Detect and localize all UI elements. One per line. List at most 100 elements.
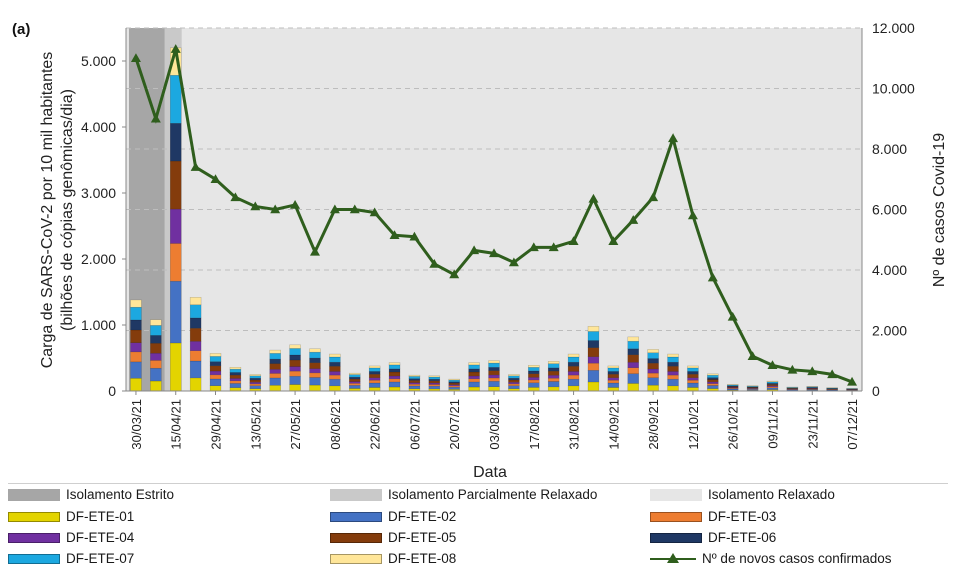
bar-segment-df-ete-01 [667,385,679,392]
bar-stack [368,365,381,392]
bar-segment-df-ete-08 [468,362,480,366]
bar-segment-df-ete-02 [508,385,520,389]
cases-marker [787,364,798,374]
bar-stack [428,375,441,392]
bar-stack [408,374,421,392]
bar-segment-df-ete-03 [766,386,779,389]
bar-segment-df-ete-03 [647,372,659,378]
legend-label: DF-ETE-04 [66,530,135,545]
bar-segment-df-ete-08 [448,378,460,381]
y-axis-right-label: Nº de casos Covid-19 [931,133,948,287]
bar-segment-df-ete-07 [687,367,699,372]
bar-segment-df-ete-02 [607,382,620,388]
bar-segment-df-ete-08 [309,348,321,353]
x-axis-label: Data [473,464,507,481]
bar-segment-df-ete-03 [607,379,620,384]
bar-segment-df-ete-06 [229,372,242,376]
legend-item-df-ete-04: DF-ETE-04 [8,530,134,545]
bar-segment-df-ete-01 [170,342,182,392]
bar-segment-df-ete-03 [329,374,341,380]
y-tick-label-left: 5.000 [81,53,116,69]
bar-segment-df-ete-07 [547,363,560,369]
bar-segment-df-ete-02 [209,378,222,386]
y-tick-label-right: 6.000 [872,202,907,218]
bar-segment-df-ete-06 [567,361,580,367]
y-axis-left-label-line2: (bilhões de cópias genômicas/dia) [59,89,76,331]
y-tick-label-left: 1.000 [81,317,116,333]
cases-marker [130,53,141,62]
bar-stack [189,297,202,392]
bar-segment-df-ete-08 [726,384,739,386]
bar-segment-df-ete-02 [528,382,540,388]
cases-marker [409,231,420,241]
x-tick-label: 17/08/21 [527,399,542,450]
bar-segment-df-ete-01 [587,381,600,392]
cases-marker [170,44,181,53]
bar-segment-df-ete-08 [189,297,202,306]
bar-segment-df-ete-05 [647,362,659,370]
bar-stack [766,380,779,392]
bar-segment-df-ete-07 [309,351,321,359]
bar-segment-df-ete-05 [488,370,500,376]
legend-item-isolamento-estrito: Isolamento Estrito [8,487,174,502]
bar-segment-df-ete-07 [528,367,540,372]
bar-segment-df-ete-08 [249,374,262,377]
bar-segment-df-ete-01 [368,387,381,392]
legend-item-df-ete-01: DF-ETE-01 [8,509,134,524]
bar-segment-df-ete-01 [687,387,699,392]
bar-stack [627,336,639,392]
bar-segment-df-ete-08 [130,299,142,308]
bar-segment-df-ete-05 [607,373,620,378]
bar-stack [289,344,301,392]
y-tick-label-left: 2.000 [81,251,116,267]
bar-stack [528,365,540,392]
legend-item-df-ete-08: DF-ETE-08 [330,551,456,566]
bar-segment-df-ete-04 [130,342,142,353]
bar-segment-df-ete-03 [528,379,540,384]
bar-segment-df-ete-05 [388,371,401,377]
bar-segment-df-ete-04 [667,371,679,376]
bar-segment-df-ete-03 [428,384,441,387]
cases-marker [429,258,440,268]
cases-marker [309,246,320,256]
bar-segment-df-ete-08 [349,372,361,375]
cases-marker [648,192,659,202]
bar-segment-df-ete-05 [229,374,242,379]
bar-segment-df-ete-02 [587,370,600,383]
bar-segment-df-ete-07 [150,325,162,336]
bar-segment-df-ete-01 [388,386,401,392]
bar-segment-df-ete-03 [547,377,560,382]
bar-segment-df-ete-02 [428,385,441,390]
bar-segment-df-ete-03 [368,379,381,384]
bar-stack [687,365,699,392]
bar-segment-df-ete-06 [209,361,222,367]
cases-marker [369,207,380,217]
bar-segment-df-ete-06 [547,367,560,372]
bar-segment-df-ete-07 [229,368,242,373]
bar-segment-df-ete-06 [667,361,679,367]
bar-segment-df-ete-07 [408,376,421,379]
bar-segment-df-ete-04 [488,374,500,379]
bar-segment-df-ete-03 [269,373,281,379]
legend-item-df-ete-03: DF-ETE-03 [650,509,776,524]
bar-segment-df-ete-04 [289,366,301,372]
y-tick-label-right: 8.000 [872,141,907,157]
cases-marker [469,245,480,255]
bar-stack [170,47,182,392]
x-tick-label: 30/03/21 [129,399,144,450]
bar-segment-df-ete-06 [707,377,719,380]
bar-segment-df-ete-02 [130,361,142,379]
bar-segment-df-ete-04 [707,381,719,384]
bar-segment-df-ete-04 [368,377,381,381]
bar-segment-df-ete-03 [289,370,301,377]
cases-marker [747,351,758,360]
bar-segment-df-ete-01 [647,384,659,392]
bar-segment-df-ete-06 [189,317,202,329]
bar-segment-df-ete-06 [508,377,520,381]
bar-segment-df-ete-02 [189,360,202,379]
bar-segment-df-ete-02 [647,377,659,386]
bar-segment-df-ete-08 [627,336,639,342]
y-axis-left-label-line1: Carga de SARS-CoV-2 por 10 mil habitante… [39,52,56,369]
bar-segment-df-ete-02 [368,382,381,388]
bar-segment-df-ete-05 [130,329,142,343]
